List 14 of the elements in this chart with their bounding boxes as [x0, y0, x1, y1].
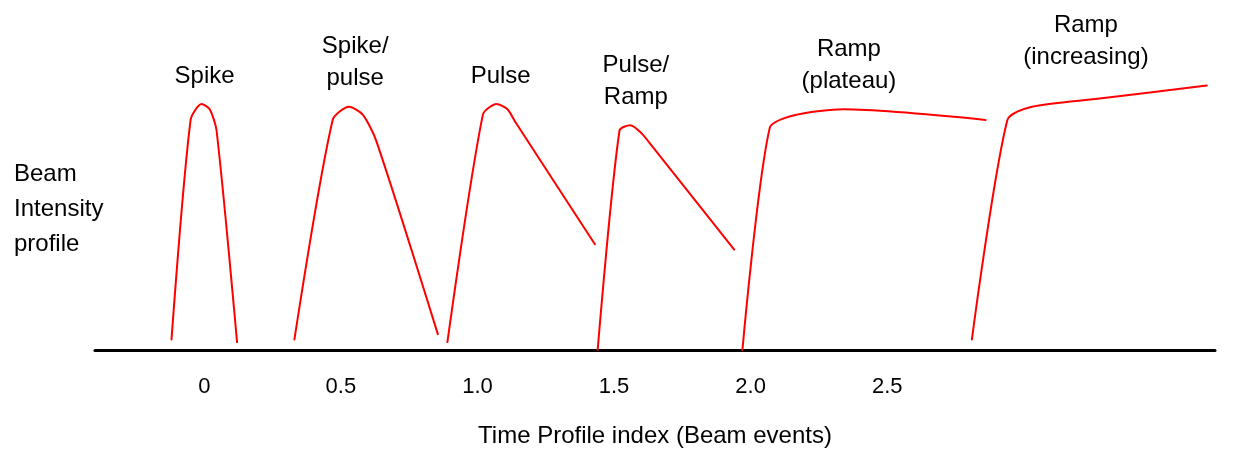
- series-label: Ramp (plateau): [801, 33, 897, 93]
- series-label: Spike/ pulse: [321, 31, 389, 91]
- series-label: Spike: [174, 60, 235, 88]
- x-tick-label: 1.5: [598, 372, 630, 398]
- series-label: Pulse/ Ramp: [602, 49, 670, 109]
- series-label: Pulse: [470, 60, 531, 88]
- x-tick-label: 0: [198, 372, 211, 398]
- x-tick-label: 2.5: [871, 372, 903, 398]
- x-tick-label: 1.0: [462, 372, 493, 398]
- x-tick-label: 0.5: [325, 372, 357, 398]
- x-tick-label: 2.0: [735, 372, 766, 398]
- x-axis-title: Time Profile index (Beam events): [478, 420, 832, 448]
- y-axis-title: Beam Intensity profile: [14, 159, 104, 256]
- series-label: Ramp (increasing): [1023, 10, 1149, 70]
